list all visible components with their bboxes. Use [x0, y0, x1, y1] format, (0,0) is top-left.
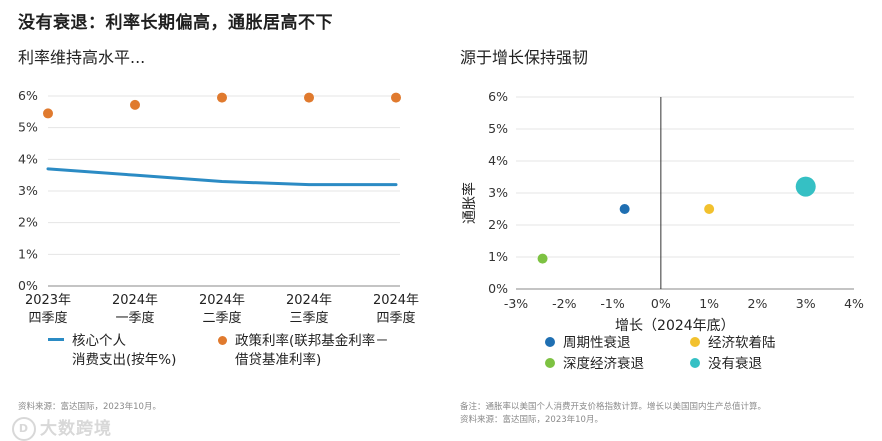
y-tick-label: 4%	[488, 153, 508, 168]
x-tick-label: 3%	[796, 296, 816, 311]
policy-rate-point	[304, 92, 314, 103]
legend-policy-rate-line1: 政策利率(联邦基金利率－	[235, 333, 389, 349]
legend-cyclical-recession: 周期性衰退	[545, 334, 631, 353]
right-note-line2: 资料来源：富达国际，2023年10月。	[460, 415, 603, 425]
y-tick-label: 6%	[488, 89, 508, 104]
policy-rate-point	[43, 108, 53, 119]
x-tick-label: 2024年	[199, 293, 245, 308]
watermark-text: 大数跨境	[40, 419, 112, 439]
x-tick-label: -2%	[552, 296, 576, 311]
legend-no-recession: 没有衰退	[690, 355, 762, 374]
x-tick-label: 2024年	[112, 293, 158, 308]
x-tick-label: 4%	[844, 296, 864, 311]
legend-dot-swatch	[545, 337, 555, 347]
y-tick-label: 2%	[18, 215, 38, 230]
x-tick-label: 0%	[651, 296, 671, 311]
x-tick-label: -1%	[600, 296, 624, 311]
scenario-point	[619, 204, 630, 214]
y-tick-label: 4%	[18, 151, 38, 166]
legend-dot-swatch	[218, 335, 227, 345]
scenario-point	[795, 176, 816, 197]
watermark-mark: D	[12, 417, 36, 441]
x-tick-label: 1%	[699, 296, 719, 311]
legend-deep-recession: 深度经济衰退	[545, 355, 644, 374]
y-tick-label: 5%	[488, 121, 508, 136]
scenario-point	[537, 253, 548, 264]
y-tick-label: 5%	[18, 120, 38, 135]
x-axis-label: 增长（2024年底）	[615, 318, 735, 334]
y-tick-label: 3%	[18, 183, 38, 198]
legend-soft-landing: 经济软着陆	[690, 334, 776, 353]
legend-label: 周期性衰退	[563, 335, 631, 351]
y-tick-label: 1%	[488, 249, 508, 264]
legend-label: 经济软着陆	[708, 335, 776, 351]
legend-policy-rate-line2: 借贷基准利率)	[235, 352, 322, 368]
legend-line-swatch	[48, 337, 64, 341]
legend-core-pce-line1: 核心个人	[72, 333, 126, 349]
legend-policy-rate: 政策利率(联邦基金利率－ 借贷基准利率)	[218, 332, 389, 370]
x-tick-label: -3%	[504, 296, 528, 311]
left-subtitle: 利率维持高水平...	[18, 48, 146, 67]
x-tick-label: 2024年	[373, 293, 419, 308]
x-tick-label: 四季度	[28, 310, 67, 326]
right-note-line1: 备注：通胀率以美国个人消费开支价格指数计算。增长以美国国内生产总值计算。	[460, 402, 767, 412]
legend-dot-swatch	[545, 358, 555, 368]
y-tick-label: 6%	[18, 88, 38, 103]
x-tick-label: 三季度	[289, 310, 328, 326]
y-axis-label: 通胀率	[461, 182, 478, 224]
y-tick-label: 0%	[18, 278, 38, 293]
legend-dot-swatch	[690, 358, 700, 368]
policy-rate-point	[217, 92, 227, 103]
policy-rate-point	[130, 99, 140, 110]
scenario-point	[704, 204, 715, 214]
x-tick-label: 一季度	[115, 310, 154, 326]
legend-dot-swatch	[690, 337, 700, 347]
legend-label: 没有衰退	[708, 356, 762, 372]
y-tick-label: 2%	[488, 217, 508, 232]
y-tick-label: 1%	[18, 246, 38, 261]
legend-label: 深度经济衰退	[563, 356, 644, 372]
x-tick-label: 2%	[748, 296, 768, 311]
legend-core-pce: 核心个人 消费支出(按年%)	[48, 332, 176, 370]
chart-title: 没有衰退：利率长期偏高，通胀居高不下	[18, 13, 333, 33]
x-tick-label: 2024年	[286, 293, 332, 308]
y-tick-label: 3%	[488, 185, 508, 200]
legend-core-pce-line2: 消费支出(按年%)	[72, 352, 177, 368]
x-tick-label: 二季度	[202, 310, 241, 326]
right-subtitle: 源于增长保持强韧	[460, 48, 589, 67]
right-note: 备注：通胀率以美国个人消费开支价格指数计算。增长以美国国内生产总值计算。 资料来…	[460, 401, 766, 427]
left-source-note: 资料来源：富达国际，2023年10月。	[18, 402, 161, 412]
x-tick-label: 四季度	[376, 310, 415, 326]
x-tick-label: 2023年	[25, 293, 71, 308]
core-pce-line	[46, 167, 398, 187]
watermark-logo: D 大数跨境	[12, 414, 112, 441]
y-tick-label: 0%	[488, 281, 508, 296]
policy-rate-point	[391, 92, 401, 103]
